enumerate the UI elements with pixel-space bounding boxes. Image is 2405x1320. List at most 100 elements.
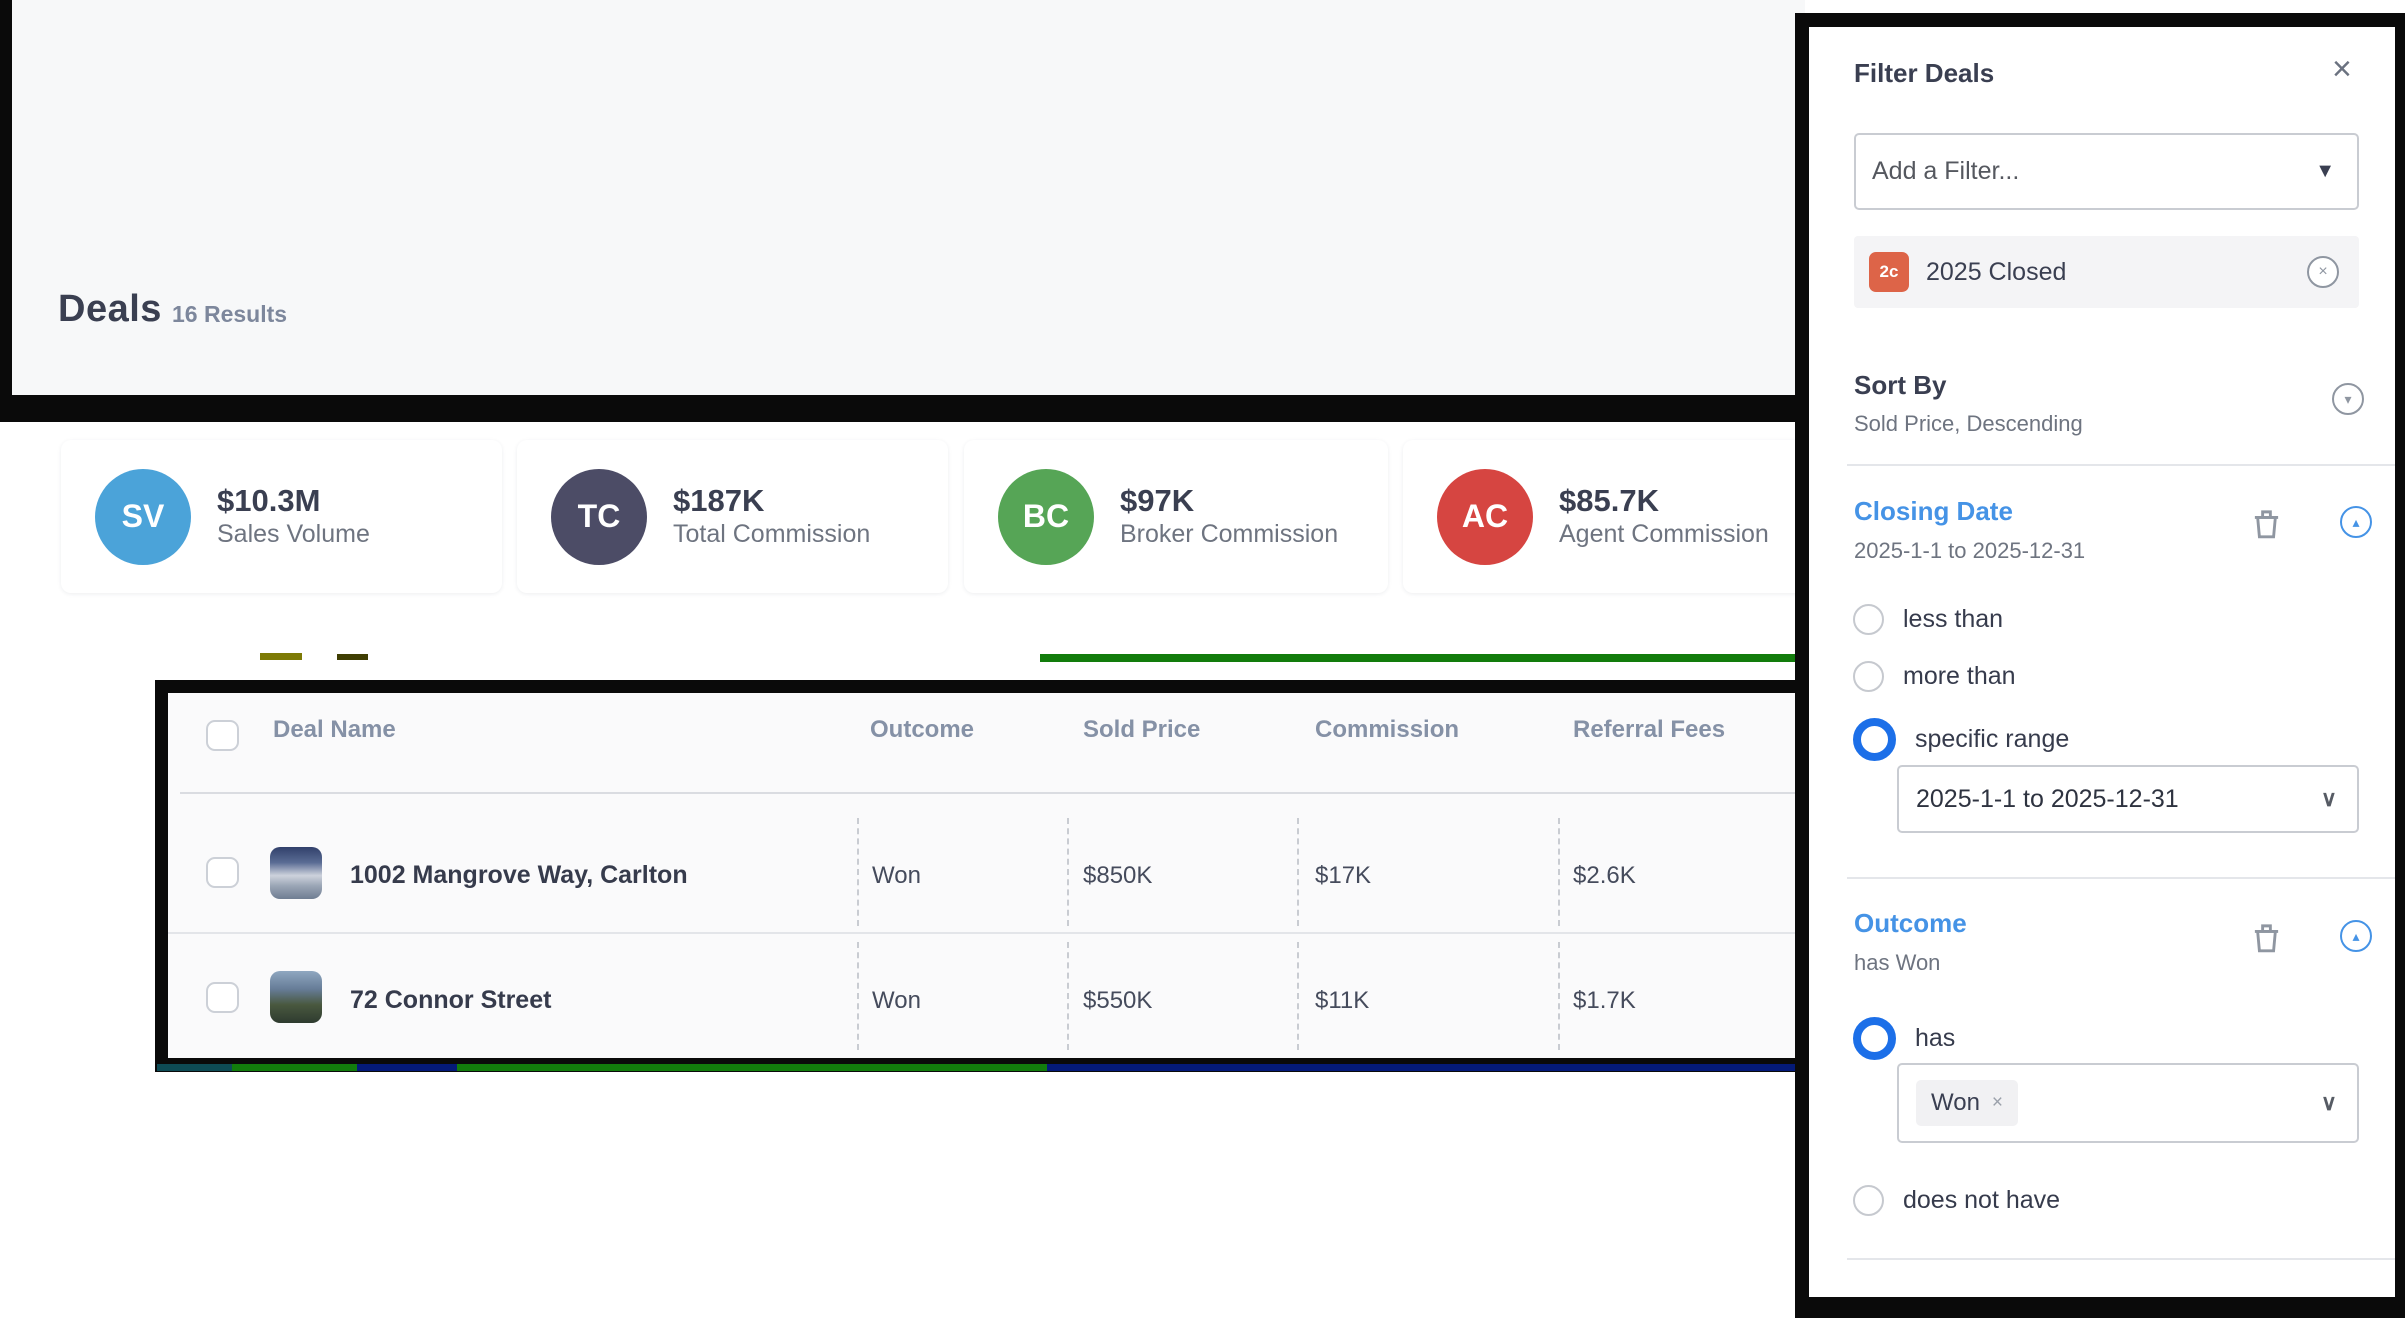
- radio-selected[interactable]: [1853, 718, 1896, 761]
- stat-label: Total Commission: [673, 519, 871, 548]
- deal-name-cell[interactable]: 72 Connor Street: [350, 986, 552, 1014]
- edge-artifact: [357, 1064, 457, 1071]
- outcome-cell: Won: [872, 862, 921, 889]
- stat-text: $85.7K Agent Commission: [1559, 483, 1769, 550]
- row-divider: [168, 932, 1805, 934]
- deals-table-panel: [168, 693, 1805, 1058]
- total-commission-icon: TC: [551, 468, 647, 565]
- column-separator: [1297, 818, 1299, 926]
- chevron-down-icon: ∨: [2320, 786, 2337, 811]
- active-filter-tag[interactable]: 2c 2025 Closed ×: [1854, 236, 2359, 308]
- delete-filter-button[interactable]: [2253, 922, 2280, 958]
- radio-unselected[interactable]: [1853, 1185, 1884, 1216]
- sold-price-cell: $550K: [1083, 987, 1153, 1014]
- date-range-value: 2025-1-1 to 2025-12-31: [1916, 784, 2179, 813]
- edge-artifact: [157, 1064, 232, 1071]
- stat-text: $10.3M Sales Volume: [217, 483, 370, 550]
- stat-label: Broker Commission: [1120, 519, 1339, 548]
- row-checkbox[interactable]: [206, 857, 239, 888]
- add-filter-placeholder: Add a Filter...: [1872, 157, 2020, 185]
- stat-initials: BC: [1022, 498, 1070, 534]
- chevron-down-icon: ∨: [2320, 1090, 2337, 1115]
- column-separator: [1558, 818, 1560, 926]
- tag-label: 2025 Closed: [1926, 257, 2067, 286]
- radio-option-less-than[interactable]: less than: [1853, 604, 2003, 635]
- column-header-deal-name[interactable]: Deal Name: [273, 716, 396, 743]
- divider: [1847, 877, 2395, 879]
- outcome-section-title[interactable]: Outcome: [1854, 908, 1967, 938]
- remove-tag-icon[interactable]: ×: [2307, 256, 2339, 288]
- dropdown-caret-icon: ▼: [2315, 160, 2335, 182]
- column-header-referral-fees[interactable]: Referral Fees: [1573, 716, 1726, 743]
- sort-expand-icon[interactable]: ▾: [2332, 383, 2364, 415]
- chevron-down-icon: ▾: [2344, 391, 2352, 407]
- radio-label: specific range: [1915, 725, 2070, 753]
- edge-artifact: [1047, 1064, 1805, 1071]
- column-header-outcome[interactable]: Outcome: [870, 716, 975, 743]
- stat-card-sales-volume: SV $10.3M Sales Volume: [61, 440, 502, 593]
- select-all-checkbox[interactable]: [206, 720, 239, 751]
- column-header-sold-price[interactable]: Sold Price: [1083, 716, 1201, 743]
- page-title: Deals: [58, 288, 162, 330]
- radio-unselected[interactable]: [1853, 661, 1884, 692]
- closing-date-section-title[interactable]: Closing Date: [1854, 496, 2013, 526]
- outcome-cell: Won: [872, 987, 921, 1014]
- divider: [1847, 1258, 2395, 1260]
- tag-badge-icon: 2c: [1869, 252, 1909, 292]
- agent-commission-icon: AC: [1437, 468, 1533, 565]
- radio-option-more-than[interactable]: more than: [1853, 661, 2016, 692]
- trash-icon: [2254, 924, 2279, 953]
- closing-date-summary: 2025-1-1 to 2025-12-31: [1854, 538, 2086, 563]
- outcome-summary: has Won: [1854, 950, 1941, 975]
- add-filter-dropdown[interactable]: Add a Filter... ▼: [1854, 133, 2359, 210]
- edge-artifact: [232, 1064, 357, 1071]
- divider: [1847, 464, 2395, 466]
- outcome-value-select[interactable]: Won × ∨: [1897, 1063, 2359, 1143]
- radio-unselected[interactable]: [1853, 604, 1884, 635]
- radio-option-specific-range[interactable]: specific range: [1853, 718, 2069, 761]
- column-separator: [857, 942, 859, 1050]
- referral-fees-cell: $1.7K: [1573, 987, 1636, 1014]
- column-separator: [1558, 942, 1560, 1050]
- column-separator: [1297, 942, 1299, 1050]
- header-divider: [180, 792, 1805, 794]
- radio-label: less than: [1903, 605, 2004, 633]
- delete-filter-button[interactable]: [2253, 508, 2280, 544]
- column-header-commission[interactable]: Commission: [1315, 716, 1460, 743]
- row-checkbox[interactable]: [206, 982, 239, 1013]
- property-thumbnail: [270, 847, 322, 899]
- stat-value: $187K: [673, 483, 765, 519]
- date-range-select[interactable]: 2025-1-1 to 2025-12-31 ∨: [1897, 765, 2359, 833]
- column-separator: [857, 818, 859, 926]
- deal-name-cell[interactable]: 1002 Mangrove Way, Carlton: [350, 861, 688, 889]
- collapse-section-icon[interactable]: ▴: [2340, 920, 2372, 952]
- radio-option-has[interactable]: has: [1853, 1017, 1955, 1060]
- stat-value: $10.3M: [217, 483, 321, 519]
- stat-card-agent-commission: AC $85.7K Agent Commission: [1403, 440, 1813, 593]
- stat-card-total-commission: TC $187K Total Commission: [517, 440, 948, 593]
- broker-commission-icon: BC: [998, 468, 1094, 565]
- collapse-section-icon[interactable]: ▴: [2340, 506, 2372, 538]
- remove-chip-icon[interactable]: ×: [1991, 1092, 2004, 1113]
- stat-value: $97K: [1120, 483, 1195, 519]
- column-separator: [1067, 818, 1069, 926]
- radio-option-does-not-have[interactable]: does not have: [1853, 1185, 2060, 1216]
- sold-price-cell: $850K: [1083, 862, 1153, 889]
- sort-by-label: Sort By: [1854, 370, 1947, 400]
- chip-label: Won: [1931, 1089, 1980, 1116]
- radio-selected[interactable]: [1853, 1017, 1896, 1060]
- close-icon[interactable]: ×: [2332, 50, 2352, 88]
- stat-text: $187K Total Commission: [673, 483, 870, 550]
- stat-initials: AC: [1461, 498, 1509, 534]
- radio-label: has: [1915, 1024, 1956, 1052]
- radio-label: does not have: [1903, 1186, 2061, 1214]
- results-count: 16 Results: [172, 301, 288, 327]
- selected-value-chip[interactable]: Won ×: [1916, 1080, 2019, 1126]
- stat-text: $97K Broker Commission: [1120, 483, 1338, 550]
- filter-panel-title: Filter Deals: [1854, 58, 1995, 88]
- edge-artifact: [457, 1064, 1047, 1071]
- edge-artifact: [260, 653, 302, 660]
- stat-initials: TC: [577, 498, 621, 534]
- commission-cell: $17K: [1315, 862, 1372, 889]
